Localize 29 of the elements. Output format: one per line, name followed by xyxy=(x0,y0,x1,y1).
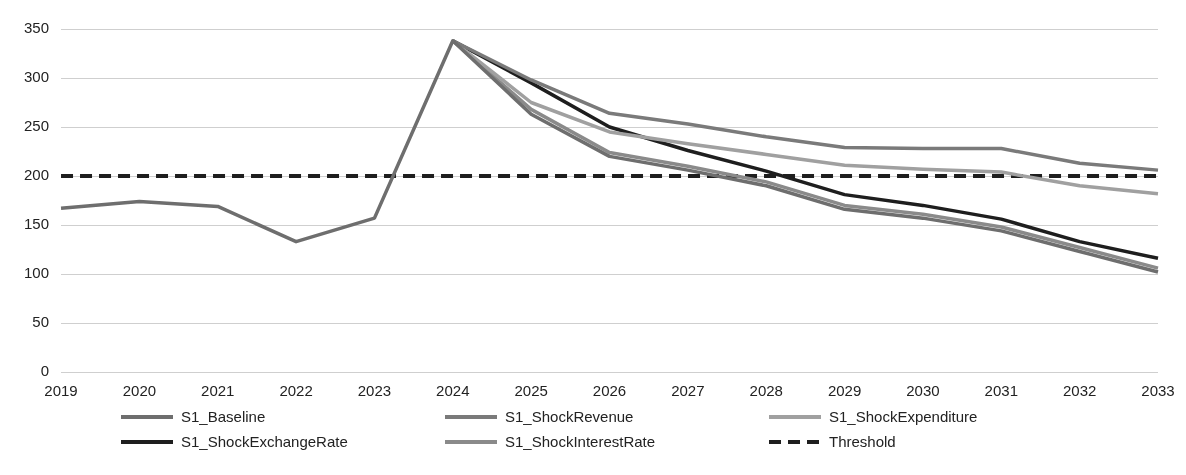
y-tick-label: 0 xyxy=(40,362,50,380)
x-tick-label: 2021 xyxy=(201,382,235,400)
x-tick-label: 2028 xyxy=(749,382,783,400)
x-tick-label: 2032 xyxy=(1062,382,1097,400)
legend-label: S1_ShockInterestRate xyxy=(505,433,656,450)
legend-label: S1_Baseline xyxy=(181,408,266,425)
x-tick-label: 2025 xyxy=(514,382,548,400)
x-tick-label: 2023 xyxy=(357,382,392,400)
x-tick-label: 2027 xyxy=(671,382,705,400)
y-tick-label: 150 xyxy=(24,215,50,233)
legend-label: Threshold xyxy=(829,433,896,450)
y-tick-label: 100 xyxy=(24,264,50,282)
y-tick-label: 250 xyxy=(24,117,50,135)
x-tick-label: 2022 xyxy=(279,382,313,400)
y-tick-label: 200 xyxy=(24,166,50,184)
x-tick-label: 2026 xyxy=(592,382,627,400)
x-tick-label: 2024 xyxy=(436,382,470,400)
y-tick-label: 350 xyxy=(24,19,50,37)
legend-label: S1_ShockExchangeRate xyxy=(181,433,348,450)
x-tick-label: 2033 xyxy=(1141,382,1175,400)
x-tick-label: 2029 xyxy=(827,382,862,400)
y-tick-label: 300 xyxy=(24,68,50,86)
x-tick-label: 2020 xyxy=(122,382,157,400)
y-tick-label: 50 xyxy=(32,313,50,331)
x-tick-label: 2019 xyxy=(44,382,78,400)
x-tick-label: 2031 xyxy=(984,382,1018,400)
legend-label: S1_ShockRevenue xyxy=(505,408,634,425)
x-tick-label: 2030 xyxy=(906,382,940,400)
legend-label: S1_ShockExpenditure xyxy=(829,408,978,425)
